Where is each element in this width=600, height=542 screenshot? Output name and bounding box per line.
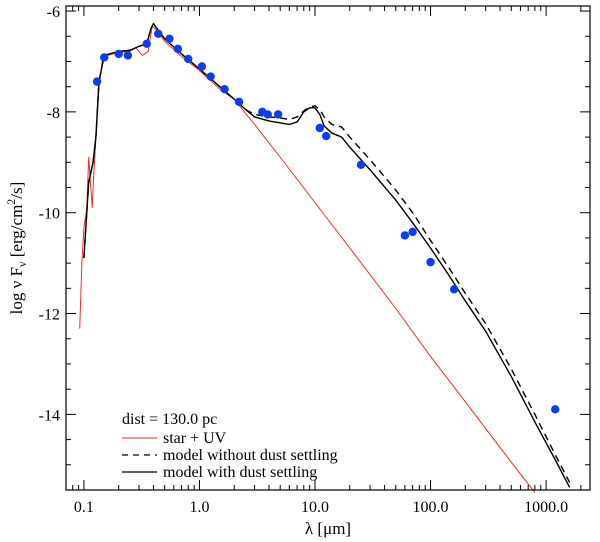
observation-point bbox=[321, 131, 331, 141]
legend: dist = 130.0 pc star + UV model without … bbox=[122, 411, 338, 481]
observation-points bbox=[92, 29, 560, 414]
y-axis-title: log ν Fν [erg/cm2/s] bbox=[4, 182, 29, 315]
observation-point bbox=[184, 54, 193, 64]
observation-point bbox=[426, 257, 435, 267]
observation-point bbox=[165, 34, 174, 43]
x-tick-label: 0.1 bbox=[74, 499, 94, 516]
y-tick-label: -10 bbox=[39, 206, 60, 223]
x-tick-label: 10.0 bbox=[301, 499, 329, 516]
observation-point bbox=[220, 84, 229, 94]
x-tick-label: 1000.0 bbox=[524, 499, 568, 516]
observation-point bbox=[263, 110, 272, 119]
observation-point bbox=[100, 53, 109, 62]
y-axis-title-sub: ν bbox=[15, 261, 29, 267]
axis-ticks bbox=[65, 6, 590, 491]
y-tick-label: -14 bbox=[39, 407, 60, 424]
series-with-settling-line bbox=[83, 22, 571, 488]
y-tick-label: -8 bbox=[47, 105, 60, 122]
legend-label-with-settling: model with dust settling bbox=[163, 464, 317, 481]
y-axis-title-unit-b: /s] bbox=[7, 182, 26, 199]
x-tick-label: 100.0 bbox=[413, 499, 449, 516]
plot-frame bbox=[65, 5, 591, 491]
x-tick-labels: 0.1 1.0 10.0 100.0 1000.0 bbox=[74, 499, 568, 516]
observation-point bbox=[123, 51, 133, 60]
series-star-uv-line bbox=[79, 25, 536, 493]
observation-point bbox=[234, 97, 244, 106]
observation-point bbox=[356, 160, 366, 170]
observation-point bbox=[142, 39, 151, 49]
observation-point bbox=[197, 62, 207, 71]
observation-point bbox=[551, 405, 560, 414]
observation-point bbox=[400, 231, 410, 240]
y-axis-title-prefix: log ν F bbox=[7, 267, 26, 314]
y-axis-title-sup: 2 bbox=[4, 199, 18, 205]
y-axis-title-unit-a: [erg/cm bbox=[7, 205, 26, 262]
observation-point bbox=[315, 123, 324, 133]
observation-point bbox=[154, 29, 163, 38]
observation-point bbox=[408, 227, 417, 237]
x-tick-label: 1.0 bbox=[189, 499, 209, 516]
observation-point bbox=[206, 72, 215, 81]
legend-header: dist = 130.0 pc bbox=[122, 411, 217, 428]
y-tick-label: -6 bbox=[47, 4, 60, 21]
observation-point bbox=[273, 110, 283, 119]
legend-label-star-uv: star + UV bbox=[163, 430, 227, 447]
x-axis-title: λ [μm] bbox=[305, 519, 351, 538]
observation-point bbox=[173, 44, 183, 54]
y-tick-labels: -6 -8 -10 -12 -14 bbox=[39, 4, 60, 424]
observation-point bbox=[92, 77, 102, 86]
observation-point bbox=[114, 49, 123, 59]
observation-point bbox=[449, 285, 459, 294]
y-tick-label: -12 bbox=[39, 307, 60, 324]
legend-label-no-settling: model without dust settling bbox=[163, 447, 338, 464]
